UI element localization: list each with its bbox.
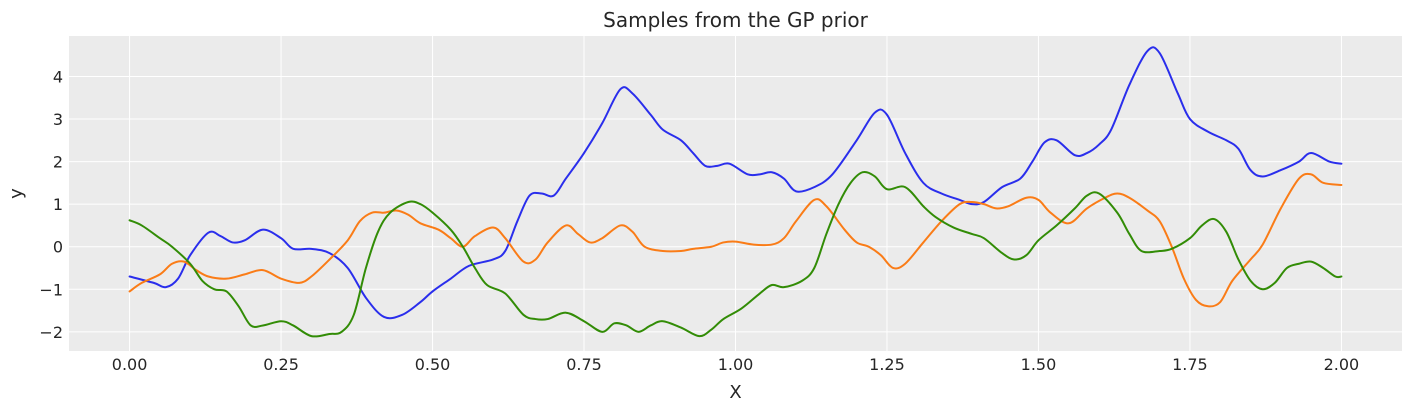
gridlines [69,36,1402,351]
x-tick-label: 1.25 [869,355,905,374]
y-tick-label: 4 [53,67,63,86]
series-line-3 [128,170,1343,338]
series-line-1 [128,46,1343,320]
x-axis-title: X [729,382,741,403]
x-tick-label: 1.75 [1172,355,1208,374]
series-line-2 [128,172,1343,308]
x-tick-label: 0.75 [566,355,602,374]
x-tick-label: 2.00 [1324,355,1360,374]
y-axis-title: y [6,188,27,199]
x-tick-label: 0.25 [263,355,299,374]
x-tick-label: 0.00 [112,355,148,374]
series-lines [128,46,1343,338]
chart-title: Samples from the GP prior [603,8,868,32]
y-tick-label: 3 [53,110,63,129]
x-axis-ticks: 0.00 0.25 0.50 0.75 1.00 1.25 1.50 1.75 2.00 [112,355,1359,374]
y-tick-label: 0 [53,238,63,257]
y-tick-label: −1 [39,280,63,299]
y-tick-label: −2 [39,323,63,342]
y-tick-label: 2 [53,153,63,172]
x-tick-label: 0.50 [415,355,451,374]
x-tick-label: 1.50 [1021,355,1057,374]
x-tick-label: 1.00 [718,355,754,374]
y-tick-label: 1 [53,195,63,214]
y-axis-ticks: −2 −1 0 1 2 3 4 [39,67,63,341]
